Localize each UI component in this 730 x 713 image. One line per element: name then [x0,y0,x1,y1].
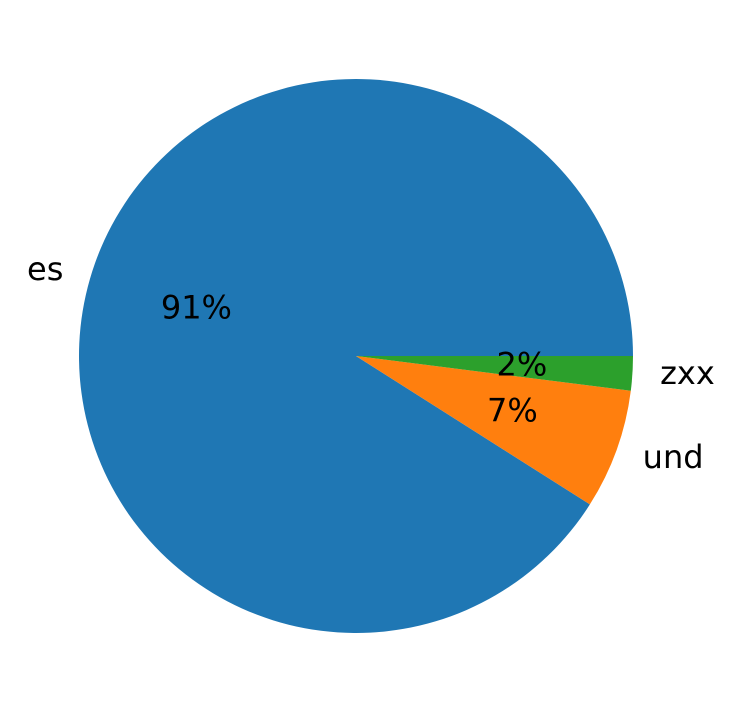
slice-label: und [643,438,704,476]
value-label: 91% [161,289,232,327]
pie-slice [79,79,633,634]
value-label: 7% [487,391,538,429]
pie-slice [356,356,631,505]
slice-label: zxx [660,354,715,392]
pie-slice [356,356,633,391]
value-label: 2% [496,345,547,383]
slice-label: es [27,250,63,288]
